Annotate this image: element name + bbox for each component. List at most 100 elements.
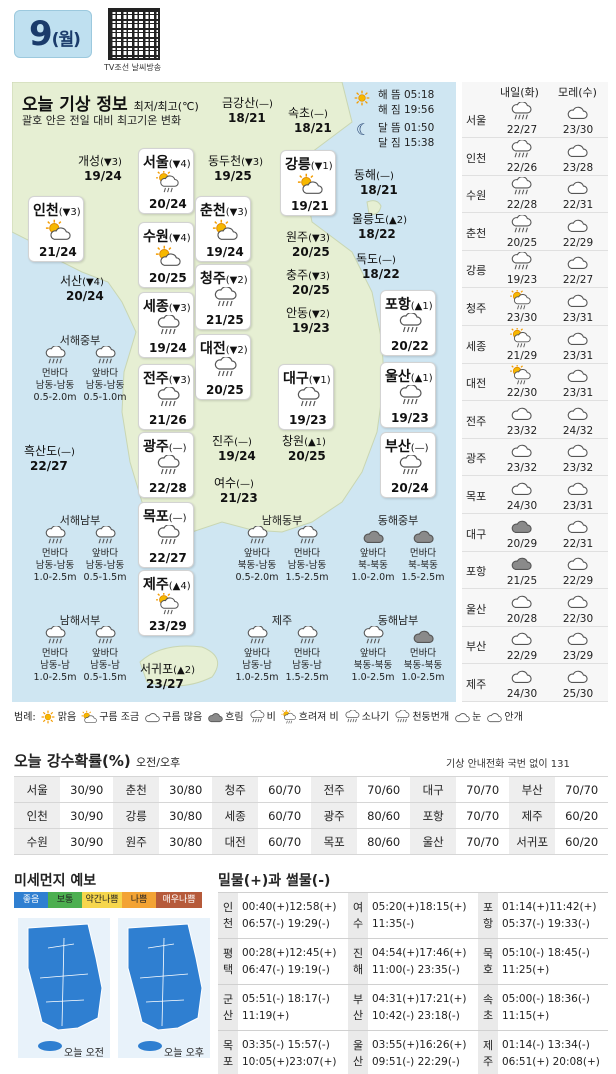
- temp-change: (—): [376, 171, 394, 182]
- forecast-icon-wrap: [510, 403, 532, 427]
- forecast-temp-dayafter: 23/31: [562, 349, 594, 362]
- tide-times: 04:54(+)17:46(+) 11:00(-) 23:35(-): [368, 938, 478, 985]
- forecast-temp-dayafter: 23/31: [562, 387, 594, 400]
- sea-detail: 1.5-2.5m: [285, 672, 329, 683]
- overcast-icon: [510, 553, 532, 573]
- city-label-temp: 19/24: [218, 449, 256, 463]
- forecast-city: 강릉: [466, 264, 487, 278]
- temp-change: (▼4): [82, 277, 104, 288]
- city-label: 독도(—) 18/22: [356, 250, 400, 281]
- city-label: 동두천(▼3) 19/25: [208, 152, 263, 183]
- forecast-panel: 내일(화) 모레(수) 서울 22/27 23/30 인천 22/26 23/28 수원 22…: [462, 82, 608, 702]
- sea-name: 서해남부: [59, 514, 101, 527]
- tide-place: 부산: [348, 984, 368, 1031]
- temp-change: (—): [236, 479, 254, 490]
- forecast-temp-dayafter: 22/31: [562, 199, 594, 212]
- forecast-icon-wrap: [566, 591, 588, 615]
- forecast-icon-wrap: [566, 177, 588, 201]
- city-card[interactable]: 부산(—) 20/24: [380, 432, 436, 498]
- temp-change: (—): [255, 99, 273, 110]
- sea-detail: 먼바다: [409, 648, 437, 659]
- map-title: 오늘 기상 정보 최저/최고(℃): [22, 95, 199, 115]
- partly-cloudy-sun-icon: [297, 173, 323, 195]
- rain-icon: [94, 346, 116, 366]
- city-temp: 20/25: [149, 271, 187, 285]
- forecast-temp-tomorrow: 20/29: [506, 537, 538, 550]
- rain-prob-city: 대전: [211, 828, 259, 855]
- city-label-temp: 19/24: [84, 169, 122, 183]
- tide-time-2: 11:15(+): [502, 1009, 550, 1022]
- city-card[interactable]: 서울(▼4) 20/24: [138, 148, 194, 214]
- forecast-icon-wrap: [566, 215, 588, 239]
- legend-item: 구름 많음: [162, 712, 203, 723]
- city-temp: 22/28: [149, 481, 187, 495]
- rain-prob-city: 수원: [14, 828, 61, 855]
- city-card[interactable]: 세종(▼3) 19/24: [138, 292, 194, 358]
- sea-icon-wrap: [80, 626, 130, 648]
- city-card[interactable]: 목포(—) 22/27: [138, 502, 194, 568]
- rain-icon: [510, 102, 532, 122]
- sea-column: 먼바다 북-북동 1.5-2.5m: [398, 526, 448, 584]
- city-card[interactable]: 광주(—) 22/28: [138, 432, 194, 498]
- city-card[interactable]: 대전(▼2) 20/25: [195, 334, 251, 400]
- city-card[interactable]: 춘천(▼3) 19/24: [195, 196, 251, 262]
- city-card[interactable]: 청주(▼2) 21/25: [195, 264, 251, 330]
- city-card[interactable]: 울산(▲1) 19/23: [380, 362, 436, 428]
- sea-detail: 앞바다: [91, 648, 119, 659]
- city-card[interactable]: 포항(▲1) 20/22: [380, 290, 436, 356]
- city-temp: 21/26: [149, 413, 187, 427]
- legend: 범례: 맑음 구름 조금 구름 많음 흐림 비 흐려져 비 소나기 천둥번개 눈 안개: [14, 708, 608, 724]
- tide-row: 군산 05:51(-) 18:17(-) 11:19(+) 부산 04:31(+)17:…: [218, 984, 608, 1031]
- fine-dust-title: 미세먼지 예보: [14, 873, 97, 889]
- rain-icon: [155, 315, 181, 337]
- rain-icon: [94, 626, 116, 646]
- tide-times: 03:35(-) 15:57(-) 10:05(+)23:07(+): [238, 1030, 348, 1074]
- forecast-row: 울산 20/28 22/30: [462, 589, 608, 627]
- rain-prob-value: 80/60: [357, 828, 410, 855]
- city-label-name: 흑산도(—): [24, 442, 75, 459]
- forecast-city: 부산: [466, 640, 487, 654]
- forecast-icon-wrap: [510, 591, 532, 615]
- sea-column: 앞바다 북동-북동 1.0-2.5m: [348, 626, 398, 684]
- forecast-city: 전주: [466, 414, 487, 428]
- qr-code-icon[interactable]: [108, 8, 160, 60]
- sea-column: 먼바다 남동-남동 1.0-2.5m: [30, 526, 80, 584]
- city-card[interactable]: 제주(▲4) 23/29: [138, 570, 194, 636]
- rain-prob-value: 70/70: [456, 776, 509, 803]
- tide-time-1: 05:10(-) 18:45(-): [502, 946, 590, 959]
- cloud-icon: [566, 628, 588, 648]
- tide-times: 00:40(+)12:58(+) 06:57(-) 19:29(-): [238, 892, 348, 939]
- sea-name: 제주: [271, 614, 293, 627]
- city-card[interactable]: 강릉(▼1) 19/21: [280, 150, 336, 216]
- sea-forecast: 서해남부 먼바다 남동-남동 1.0-2.5m 앞바다 남동-남동 0.5-1.5m: [30, 512, 130, 602]
- tide-time-2: 11:25(+): [502, 963, 550, 976]
- sea-detail: 앞바다: [91, 548, 119, 559]
- city-card[interactable]: 전주(▼3) 21/26: [138, 364, 194, 430]
- sea-detail: 북동-남동: [237, 560, 277, 571]
- tide-time-1: 04:54(+)17:46(+): [372, 946, 467, 959]
- rain-prob-value: 70/70: [555, 776, 608, 803]
- city-card[interactable]: 대구(▼1) 19/23: [278, 364, 334, 430]
- city-label: 금강산(—) 18/21: [222, 94, 273, 125]
- city-card[interactable]: 수원(▼4) 20/25: [138, 222, 194, 288]
- city-label-temp: 20/25: [292, 245, 330, 259]
- sea-detail: 먼바다: [293, 648, 321, 659]
- forecast-icon-wrap: [566, 628, 588, 652]
- temp-change: (▲4): [168, 581, 191, 592]
- forecast-temp-dayafter: 25/30: [562, 688, 594, 700]
- tide-time-2: 05:37(-) 19:33(-): [502, 917, 590, 930]
- rain-icon: [44, 626, 66, 646]
- city-name-text: 포항: [385, 297, 411, 313]
- temp-change: (▼2): [225, 345, 248, 356]
- legend-item: 비: [266, 712, 276, 723]
- cloud-icon: [510, 628, 532, 648]
- sea-forecast: 남해동부 앞바다 북동-남동 0.5-2.0m 먼바다 남동-남동 1.5-2.5m: [232, 512, 332, 602]
- city-card[interactable]: 인천(▼3) 21/24: [28, 196, 84, 262]
- forecast-icon-wrap: [510, 328, 532, 352]
- partly-cloudy-rain-icon: [155, 171, 181, 193]
- rain-icon: [212, 357, 238, 379]
- sea-detail: 1.0-2.0m: [351, 572, 395, 583]
- forecast-city: 대구: [466, 527, 487, 541]
- city-temp: 22/27: [149, 551, 187, 565]
- forecast-row: 세종 21/29 23/31: [462, 326, 608, 364]
